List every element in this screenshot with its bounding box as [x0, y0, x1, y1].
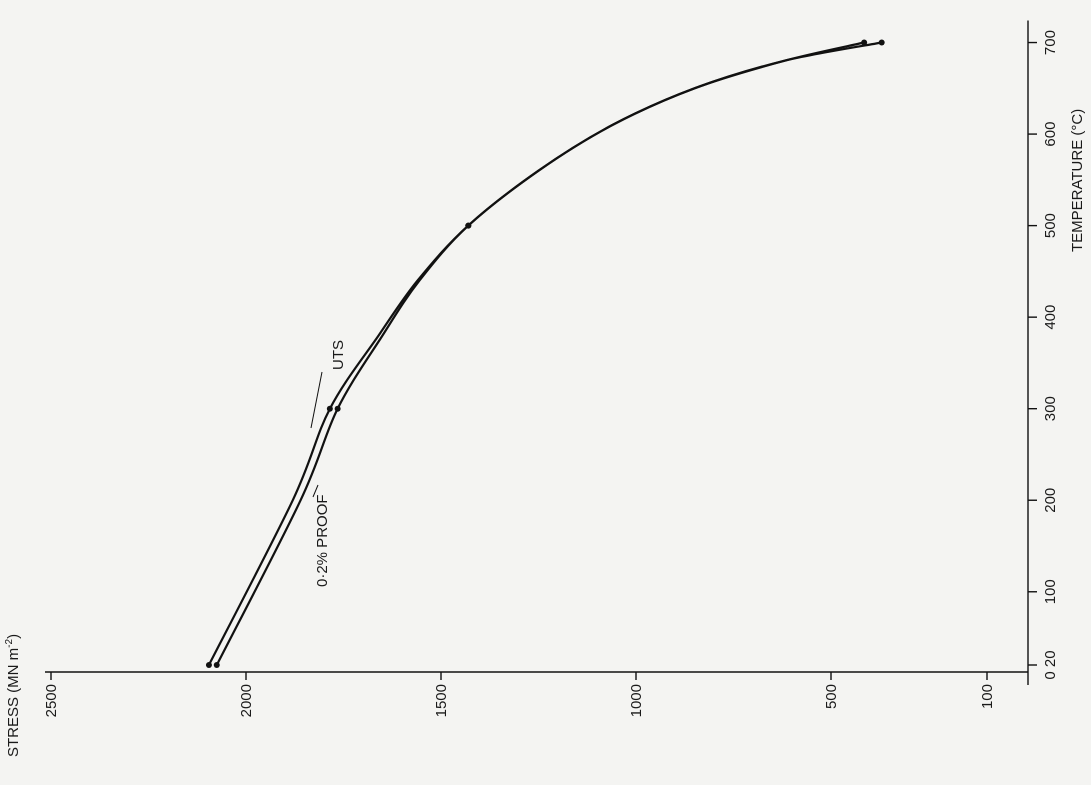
y-tick-label: 1500: [433, 684, 450, 717]
y-axis-title-close: ): [5, 634, 22, 639]
uts-data-point: [326, 405, 333, 412]
y-tick-label: 2500: [43, 684, 60, 717]
y-tick-label: 100: [979, 684, 996, 709]
proof-series-label: 0·2% PROOF: [314, 494, 331, 587]
x-tick-label: 400: [1042, 305, 1059, 330]
y-axis-title-superscript: -2: [4, 638, 15, 647]
uts-data-point: [205, 662, 212, 668]
proof-data-point: [334, 405, 341, 412]
x-tick-label: 500: [1042, 213, 1059, 238]
x-tick-label: 0 20: [1042, 650, 1059, 679]
proof-data-point: [878, 39, 885, 46]
y-axis-ticks: 2500 2000 1500 1000 500 100: [43, 672, 996, 717]
y-tick-label: 500: [823, 684, 840, 709]
uts-data-point: [861, 39, 868, 46]
series-group: [205, 39, 885, 668]
x-tick-label: 200: [1042, 488, 1059, 513]
y-tick-label: 1000: [628, 684, 645, 717]
uts-curve: [207, 41, 866, 667]
y-tick-label: 2000: [238, 684, 255, 717]
x-tick-label: 700: [1042, 30, 1059, 55]
x-tick-label: 100: [1042, 579, 1059, 604]
x-axis-title: TEMPERATURE (°C): [1069, 109, 1086, 252]
x-axis-ticks: 0 20 100 200 300 400 500 600 700: [1028, 30, 1059, 680]
y-axis-title: STRESS (MN m-2): [4, 634, 22, 757]
y-axis-title-main: STRESS (MN m: [5, 648, 22, 757]
proof-data-point: [213, 662, 220, 668]
proof-data-point: [465, 222, 472, 229]
uts-leader-line: [310, 371, 323, 429]
x-tick-label: 300: [1042, 396, 1059, 421]
x-tick-label: 600: [1042, 122, 1059, 147]
uts-series-label: UTS: [330, 340, 347, 370]
proof-leader-line: [312, 484, 319, 498]
